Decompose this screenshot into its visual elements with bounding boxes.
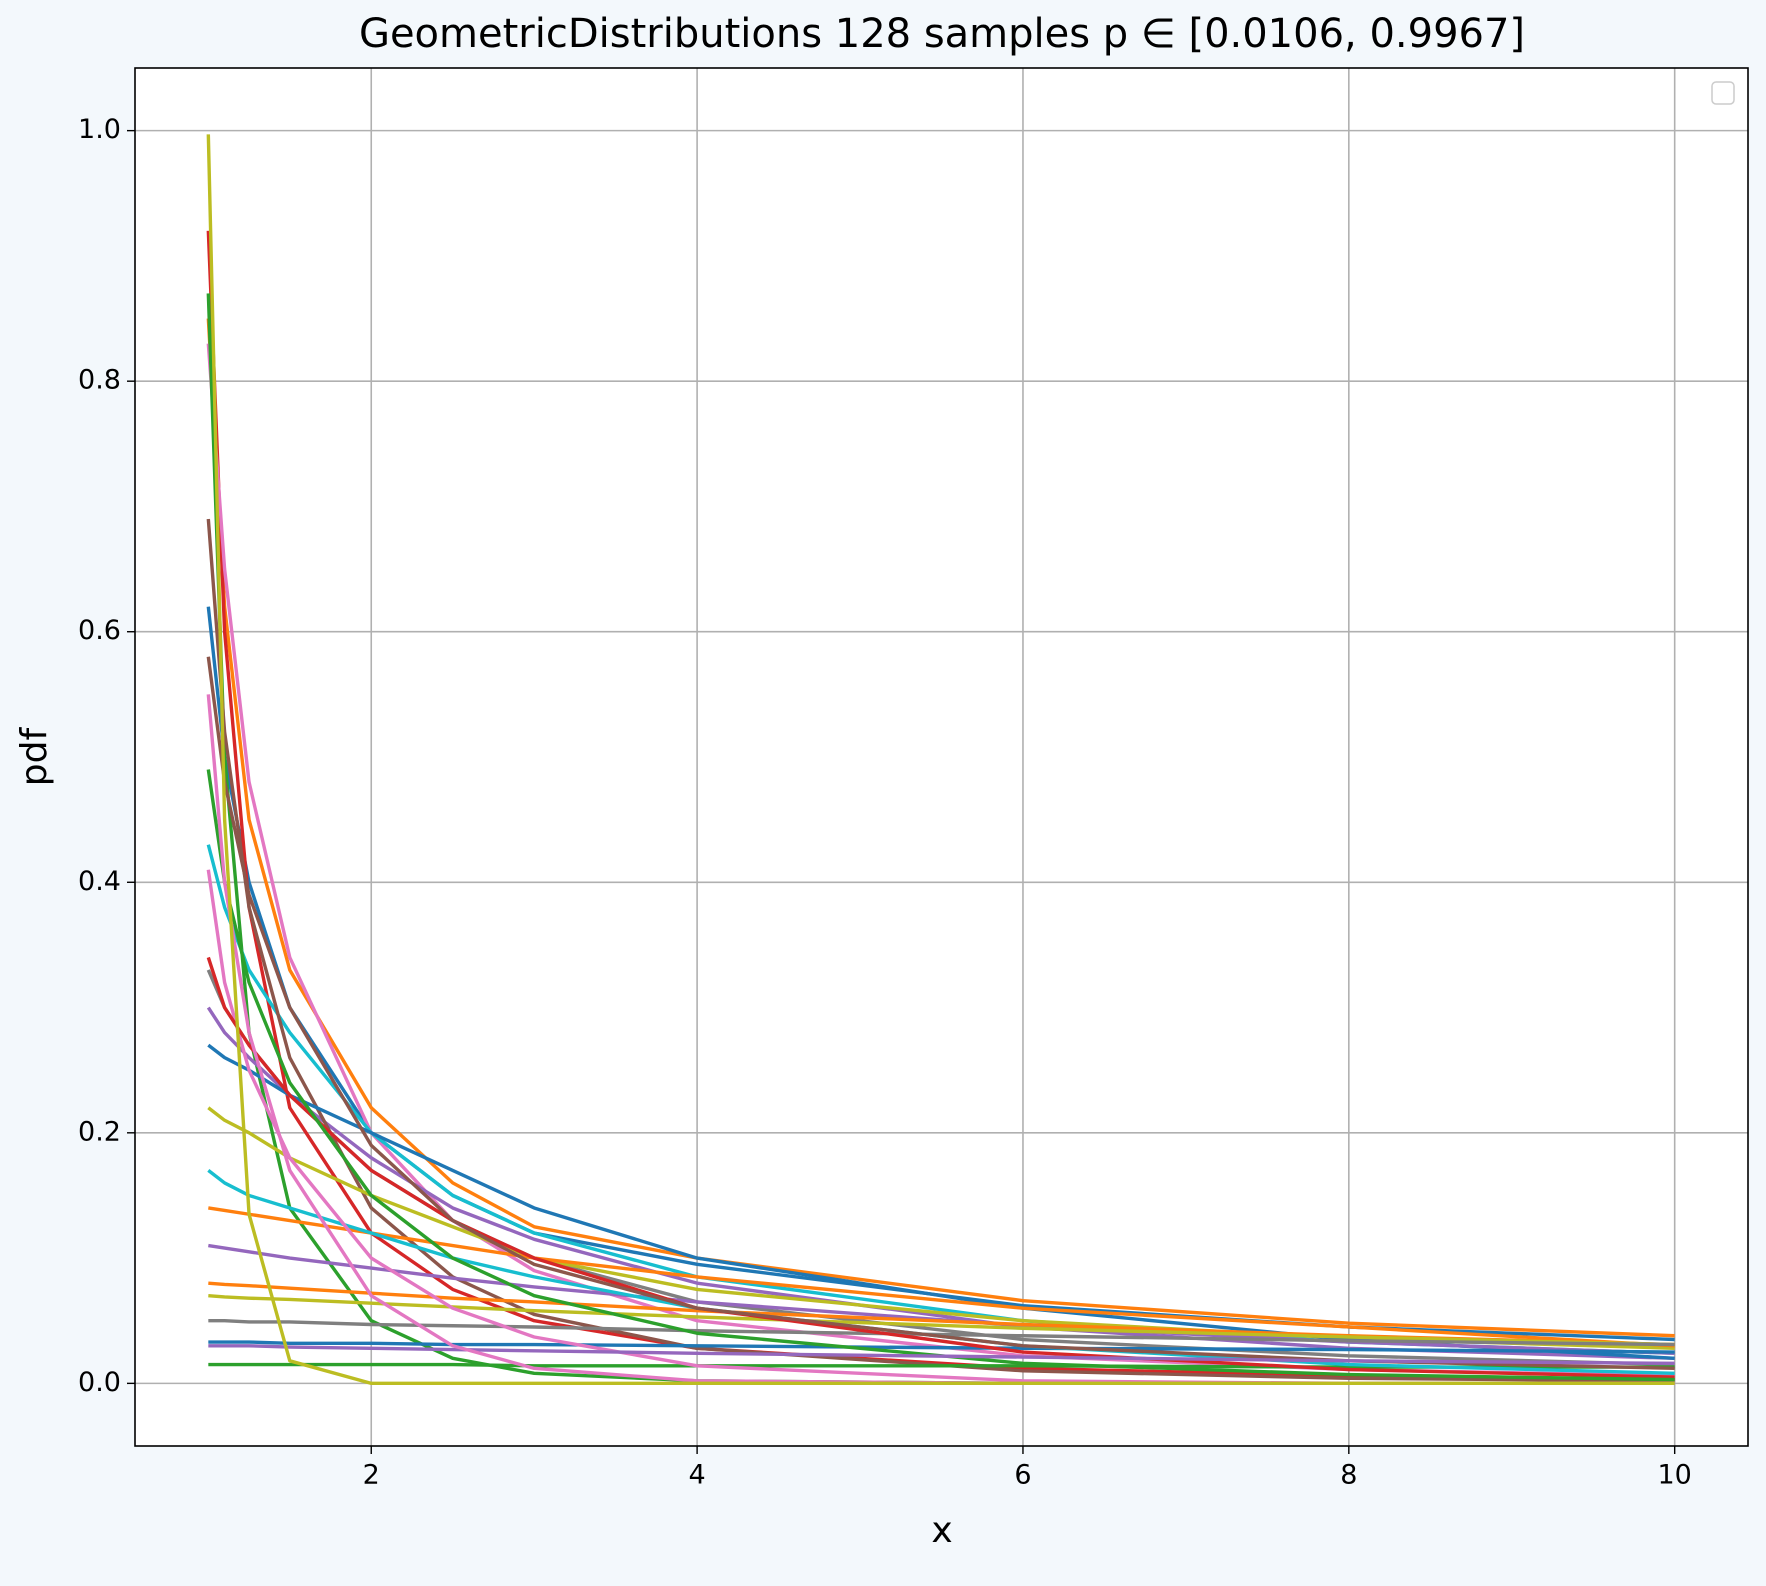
- x-axis-label: x: [931, 1510, 952, 1551]
- plot-area: [135, 68, 1748, 1446]
- x-tick-label: 6: [1014, 1460, 1031, 1491]
- x-tick-label: 8: [1340, 1460, 1357, 1491]
- series-line: [206, 318, 1675, 1338]
- series-line: [208, 1281, 1675, 1347]
- y-tick-label: 0.6: [78, 615, 121, 646]
- legend-box: [1711, 81, 1735, 105]
- series-line: [206, 134, 1675, 1386]
- chart-title: GeometricDistributions 128 samples p ∈ […: [359, 11, 1525, 57]
- x-tick-label: 2: [363, 1460, 380, 1491]
- y-tick-label: 0.2: [78, 1116, 121, 1147]
- y-tick-label: 1.0: [78, 114, 121, 145]
- x-tick-label: 4: [689, 1460, 706, 1491]
- y-axis-label: pdf: [14, 726, 55, 786]
- series-line: [206, 656, 1675, 1371]
- plot-frame: [134, 67, 1749, 1447]
- series-line: [208, 1319, 1675, 1347]
- series-line: [208, 1206, 1675, 1348]
- series-line: [206, 769, 1675, 1382]
- y-tick-label: 0.0: [78, 1367, 121, 1398]
- x-tick-label: 10: [1658, 1460, 1692, 1491]
- series-line: [206, 230, 1675, 1382]
- y-tick-label: 0.8: [78, 365, 121, 396]
- y-tick-label: 0.4: [78, 866, 121, 897]
- series-line: [206, 1006, 1675, 1361]
- series-line: [208, 1344, 1675, 1366]
